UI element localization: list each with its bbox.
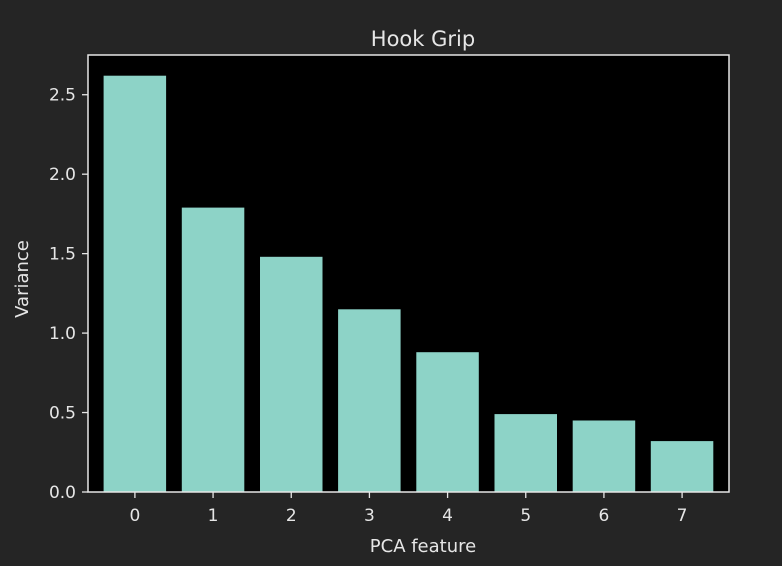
plot-frame <box>87 54 730 493</box>
y-tick-label: 1.0 <box>49 324 76 344</box>
bar-7 <box>650 441 714 492</box>
ticks-group: 0 1 2 3 4 5 6 7 0.0 0.5 1.0 1.5 2.0 2.5 <box>49 86 688 526</box>
x-tick-label: 5 <box>520 506 531 526</box>
x-tick-label: 3 <box>364 506 375 526</box>
bar-5 <box>494 414 557 492</box>
x-tick-label: 0 <box>129 506 140 526</box>
y-tick-label: 1.5 <box>49 245 76 265</box>
y-tick-label: 2.0 <box>49 165 76 185</box>
x-tick-label: 6 <box>599 506 610 526</box>
x-axis-label: PCA feature <box>370 536 476 557</box>
bar-1 <box>181 207 245 492</box>
bar-6 <box>572 420 636 492</box>
bar-4 <box>416 352 479 492</box>
chart-title: Hook Grip <box>371 27 475 51</box>
y-tick-label: 0.0 <box>49 483 76 503</box>
x-tick-label: 4 <box>442 506 453 526</box>
bar-0 <box>103 75 167 492</box>
bar-2 <box>260 256 323 492</box>
x-tick-label: 1 <box>208 506 219 526</box>
x-tick-label: 2 <box>286 506 297 526</box>
x-tick-label: 7 <box>677 506 688 526</box>
y-tick-label: 0.5 <box>49 404 76 424</box>
bar-3 <box>338 309 401 492</box>
y-tick-label: 2.5 <box>49 86 76 106</box>
bars-group <box>103 75 714 492</box>
y-axis-label: Variance <box>12 240 33 318</box>
